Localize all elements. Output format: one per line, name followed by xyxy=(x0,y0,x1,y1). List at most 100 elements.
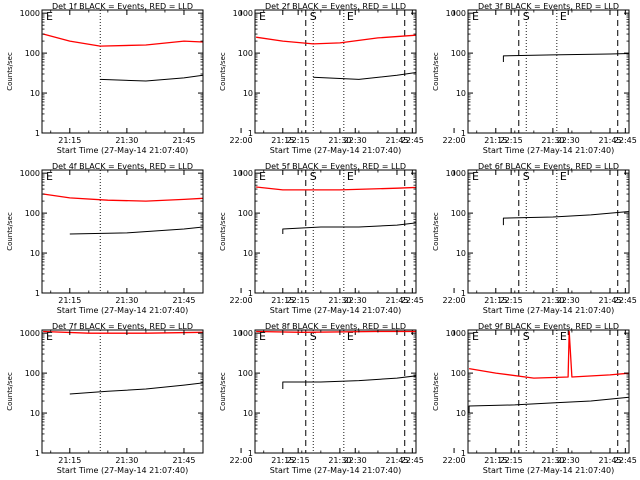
x-tick-label: 21:30 xyxy=(115,136,138,145)
x-tick-label: 22:45 xyxy=(401,456,424,465)
marker-letter: E xyxy=(472,330,479,343)
chart-panel-6: Det 6f BLACK = Events, RED = LLD 1 10 100 10… xyxy=(432,162,630,315)
x-tick-label: 22:45 xyxy=(614,136,637,145)
x-axis-label: Start Time (27-May-14 21:07:40) xyxy=(270,306,401,315)
series-line-events xyxy=(468,396,629,414)
marker-letter: E xyxy=(259,170,266,183)
y-axis-label: Counts/sec xyxy=(6,372,14,411)
x-tick-label: 22:00 xyxy=(443,456,466,465)
y-tick-label: 10 xyxy=(456,409,466,418)
marker-letter: E xyxy=(347,170,354,183)
chart-panel-9: Det 9f BLACK = Events, RED = LLD 1 10 100 10… xyxy=(432,322,630,475)
x-tick-label: 22:00 xyxy=(230,296,253,305)
y-tick-label: 100 xyxy=(238,369,253,378)
series-line-lld xyxy=(468,330,629,379)
marker-letter: E xyxy=(259,330,266,343)
chart-title: Det 3f BLACK = Events, RED = LLD xyxy=(478,2,619,11)
x-tick-label: 22:15 xyxy=(287,136,310,145)
y-tick-label: 1000 xyxy=(233,9,253,18)
x-tick-label: 21:45 xyxy=(172,296,195,305)
x-tick-label: 21:15 xyxy=(271,136,294,145)
y-tick-label: 1000 xyxy=(446,329,466,338)
plot-frame xyxy=(41,329,204,454)
x-tick-label: 22:30 xyxy=(557,456,580,465)
y-tick-label: 1000 xyxy=(233,329,253,338)
y-axis-label: Counts/sec xyxy=(6,52,14,91)
series-line-events xyxy=(282,375,416,389)
marker-letter: E xyxy=(560,330,567,343)
y-tick-label: 1 xyxy=(248,129,253,138)
x-tick-label: 22:45 xyxy=(401,296,424,305)
x-tick-label: 22:15 xyxy=(287,456,310,465)
y-tick-label: 10 xyxy=(30,409,40,418)
plot-frame xyxy=(41,169,204,294)
series-group xyxy=(42,33,203,82)
x-tick-label: 22:00 xyxy=(230,456,253,465)
series-group xyxy=(502,210,629,226)
x-tick-label: 22:30 xyxy=(557,296,580,305)
x-tick-label: 21:45 xyxy=(385,136,408,145)
y-tick-label: 10 xyxy=(456,89,466,98)
marker-letter: E xyxy=(347,10,354,23)
x-tick-label: 22:45 xyxy=(614,456,637,465)
series-line-events xyxy=(282,222,416,234)
x-tick-label: 21:15 xyxy=(271,456,294,465)
series-line-events xyxy=(313,72,416,80)
y-tick-label: 10 xyxy=(243,409,253,418)
x-tick-label: 22:45 xyxy=(614,296,637,305)
y-tick-label: 1 xyxy=(248,449,253,458)
x-tick-label: 21:30 xyxy=(115,456,138,465)
x-tick-label: 21:30 xyxy=(328,456,351,465)
series-group xyxy=(43,330,203,395)
y-tick-label: 100 xyxy=(25,209,40,218)
x-tick-label: 22:00 xyxy=(230,136,253,145)
chart-title: Det 8f BLACK = Events, RED = LLD xyxy=(265,322,406,331)
x-tick-label: 22:45 xyxy=(401,136,424,145)
x-axis-label: Start Time (27-May-14 21:07:40) xyxy=(270,146,401,155)
y-tick-label: 1 xyxy=(35,129,40,138)
series-group xyxy=(256,173,625,234)
series-group xyxy=(256,34,416,80)
chart-title: Det 2f BLACK = Events, RED = LLD xyxy=(265,2,406,11)
x-axis-label: Start Time (27-May-14 21:07:40) xyxy=(270,466,401,475)
marker-letter: E xyxy=(472,10,479,23)
series-line-lld xyxy=(43,193,203,202)
y-axis-label: Counts/sec xyxy=(219,52,227,91)
y-tick-label: 1000 xyxy=(446,169,466,178)
x-tick-label: 22:30 xyxy=(557,136,580,145)
x-tick-label: 21:15 xyxy=(58,296,81,305)
x-axis-label: Start Time (27-May-14 21:07:40) xyxy=(483,146,614,155)
marker-letter: E xyxy=(46,10,53,23)
plot-frame xyxy=(467,9,630,134)
plot-frame xyxy=(254,9,417,134)
x-tick-label: 21:45 xyxy=(172,456,195,465)
y-tick-label: 100 xyxy=(451,49,466,58)
y-tick-label: 10 xyxy=(456,249,466,258)
x-tick-label: 22:15 xyxy=(287,296,310,305)
y-axis-label: Counts/sec xyxy=(432,52,440,91)
chart-panel-4: Det 4f BLACK = Events, RED = LLD 1 10 100 10… xyxy=(6,162,424,315)
series-line-lld xyxy=(614,173,625,177)
y-tick-label: 1000 xyxy=(20,169,40,178)
y-tick-label: 1 xyxy=(35,449,40,458)
x-tick-label: 21:45 xyxy=(385,456,408,465)
y-tick-label: 1000 xyxy=(20,9,40,18)
series-line-events xyxy=(502,210,629,226)
marker-letter: E xyxy=(472,170,479,183)
x-tick-label: 21:45 xyxy=(598,456,621,465)
x-axis-label: Start Time (27-May-14 21:07:40) xyxy=(57,306,188,315)
chart-panel-3: Det 3f BLACK = Events, RED = LLD 1 10 100 10… xyxy=(432,2,630,155)
x-tick-label: 21:15 xyxy=(484,456,507,465)
series-group xyxy=(43,193,203,235)
chart-title: Det 1f BLACK = Events, RED = LLD xyxy=(52,2,193,11)
y-tick-label: 100 xyxy=(451,369,466,378)
series-group xyxy=(502,53,629,62)
series-line-lld xyxy=(256,186,416,191)
x-tick-label: 22:30 xyxy=(344,136,367,145)
marker-letter: E xyxy=(46,330,53,343)
plot-frame xyxy=(254,329,417,454)
x-tick-label: 21:30 xyxy=(328,136,351,145)
y-tick-label: 10 xyxy=(243,89,253,98)
x-tick-label: 22:30 xyxy=(344,456,367,465)
chart-panel-8: Det 8f BLACK = Events, RED = LLD 1 10 100 10… xyxy=(219,322,637,475)
